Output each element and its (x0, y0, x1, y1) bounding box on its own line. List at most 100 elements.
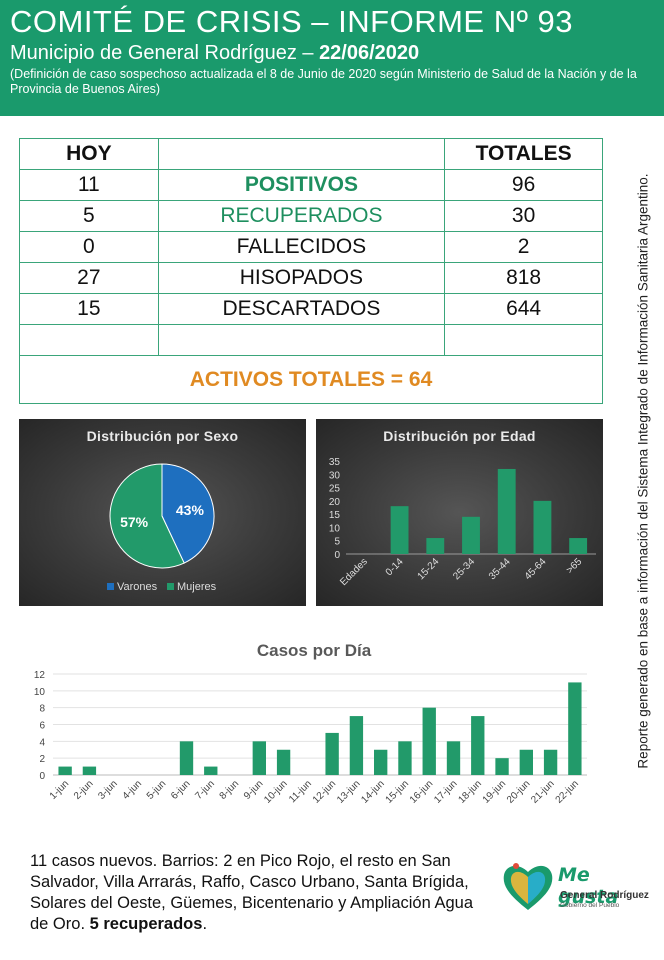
x-tick-label: 0-14 (384, 556, 406, 578)
y-tick-label: 30 (329, 470, 341, 481)
table-row: 15 DESCARTADOS 644 (19, 293, 603, 325)
legend-label: Mujeres (177, 581, 217, 593)
row-label: POSITIVOS (157, 169, 446, 201)
bar (349, 716, 364, 775)
age-bar-chart: 0 5 10 15 20 25 30 35 Edades 0-14 15-24 25-34 35-44 4… (329, 457, 596, 588)
bar (543, 749, 558, 775)
today-value: 5 (19, 200, 159, 232)
y-tick-label: 12 (34, 670, 46, 681)
bar (471, 716, 485, 775)
today-value: 11 (19, 169, 159, 201)
definition-note: (Definición de caso sospechoso actualiza… (10, 67, 637, 96)
logo-org: General Rodríguez (560, 890, 649, 901)
legend-swatch (167, 583, 174, 590)
total-value: 2 (444, 231, 603, 263)
today-value: 15 (19, 293, 159, 325)
x-tick-label: 21-jun (529, 778, 556, 805)
x-tick-label: 25-34 (451, 556, 477, 582)
bar (446, 741, 461, 775)
bar (374, 749, 388, 775)
x-tick-label: 15-24 (416, 556, 442, 582)
y-tick-label: 0 (334, 550, 340, 561)
x-tick-label: 12-jun (311, 778, 338, 805)
pie-slice (161, 463, 215, 564)
bar (179, 741, 194, 775)
report-date: 22/06/2020 (319, 42, 420, 64)
y-tick-label: 15 (329, 510, 341, 521)
pie-data-label: 43% (176, 502, 205, 518)
y-tick-label: 2 (39, 754, 45, 765)
stats-table: HOY TOTALES 11 POSITIVOS 96 5 RECUPERADO… (19, 138, 603, 404)
empty-row (19, 324, 603, 356)
pie-data-label: 57% (120, 514, 149, 530)
y-tick-label: 4 (39, 737, 45, 748)
row-label: RECUPERADOS (157, 200, 446, 232)
bar (462, 516, 480, 554)
active-row: ACTIVOS TOTALES = 64 (19, 355, 603, 404)
x-tick-label: 18-jun (456, 778, 483, 805)
today-value: 27 (19, 262, 159, 294)
municipality-label: Municipio de General Rodríguez – (10, 42, 320, 64)
y-tick-label: 35 (329, 457, 341, 468)
empty-cell (444, 324, 603, 356)
y-tick-label: 10 (329, 523, 341, 534)
y-tick-label: 25 (329, 484, 341, 495)
x-tick-label: 17-jun (432, 778, 459, 805)
y-tick-label: 20 (329, 497, 341, 508)
y-tick-label: 0 (39, 771, 45, 782)
heart-logo-icon (503, 863, 553, 910)
chart-title: Casos por Día (257, 641, 372, 660)
bar (495, 758, 509, 775)
bar (82, 766, 97, 775)
logo-tagline: Gobierno del Pueblo (560, 902, 620, 909)
bar (497, 468, 516, 554)
x-tick-label: 3-jun (96, 778, 120, 802)
x-tick-label: 35-44 (487, 556, 513, 582)
x-tick-label: 8-jun (218, 778, 242, 802)
total-value: 96 (444, 169, 603, 201)
pie-slice (109, 463, 185, 569)
stats-header-row: HOY TOTALES (19, 138, 603, 170)
bar (390, 506, 409, 554)
table-row: 5 RECUPERADOS 30 (19, 200, 603, 232)
x-tick-label: 22-jun (554, 778, 581, 805)
table-row: 0 FALLECIDOS 2 (19, 231, 603, 263)
total-value: 818 (444, 262, 603, 294)
summary-end: . (202, 915, 208, 933)
x-tick-label: 10-jun (262, 778, 289, 805)
x-tick-label: 6-jun (169, 778, 193, 802)
bar (276, 749, 291, 775)
header-empty (157, 138, 446, 170)
header-banner: COMITÉ DE CRISIS – INFORME Nº 93 Municip… (0, 0, 664, 116)
row-label: FALLECIDOS (157, 231, 446, 263)
logo-brand: Me gusta (558, 864, 619, 908)
municipality-logo: Me gusta General Rodríguez Gobierno del … (500, 858, 650, 914)
bar (533, 500, 552, 554)
bar (398, 741, 412, 775)
x-tick-label: 5-jun (145, 778, 169, 802)
x-tick-label: Edades (338, 556, 370, 588)
sex-distribution-panel: Distribución por Sexo 43% 57% Varones Mujer… (19, 419, 306, 606)
x-tick-label: 14-jun (359, 778, 386, 805)
active-total: ACTIVOS TOTALES = 64 (19, 355, 603, 404)
y-tick-label: 5 (334, 537, 340, 548)
x-tick-label: 16-jun (408, 778, 435, 805)
header-today: HOY (19, 138, 159, 170)
x-tick-label: 7-jun (193, 778, 217, 802)
total-value: 644 (444, 293, 603, 325)
summary-text: 11 casos nuevos. Barrios: 2 en Pico Rojo… (30, 852, 473, 933)
row-label: HISOPADOS (157, 262, 446, 294)
x-tick-label: 19-jun (481, 778, 508, 805)
empty-cell (157, 324, 446, 356)
chart-title: Distribución por Edad (383, 428, 536, 444)
x-tick-label: 4-jun (121, 778, 145, 802)
report-subtitle: Municipio de General Rodríguez – 22/06/2… (10, 40, 654, 66)
header-total: TOTALES (444, 138, 603, 170)
x-tick-label: 13-jun (335, 778, 362, 805)
chart-title: Distribución por Sexo (86, 428, 239, 444)
bar (519, 749, 533, 775)
bar (325, 732, 339, 775)
row-label: DESCARTADOS (157, 293, 446, 325)
source-note: Reporte generado en base a información d… (632, 125, 654, 817)
report-title: COMITÉ DE CRISIS – INFORME Nº 93 (10, 4, 574, 39)
